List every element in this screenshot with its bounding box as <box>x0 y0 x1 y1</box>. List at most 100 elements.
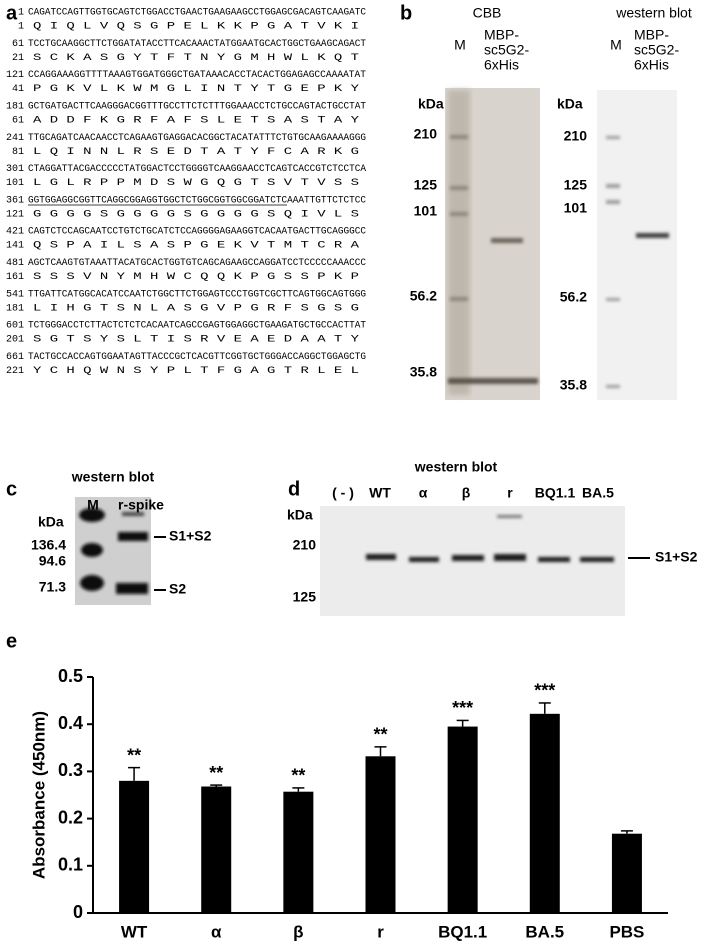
western-gel-d <box>320 506 625 616</box>
x-tick-label: PBS <box>609 922 644 941</box>
nt-sequence: GCTGATGACTTCAAGGGACGGTTTGCCTTCTCTTTGGAAA… <box>28 102 366 113</box>
band-label: S1+S2 <box>655 549 698 565</box>
nt-sequence: TTGCAGATCAACAACCTCAGAAGTGAGGACACGGCTACAT… <box>28 133 366 144</box>
aa-sequence: A D D F K G R F A F S L E T S A S T A Y <box>33 116 359 127</box>
nt-start: 661 <box>6 352 24 363</box>
panel-label: b <box>400 2 412 24</box>
marker-label: 71.3 <box>39 579 66 595</box>
aa-sequence: S G T S Y S L T I S R V E A E D A A T Y <box>33 335 359 346</box>
y-tick-label: 0.4 <box>58 713 83 733</box>
significance: ** <box>291 766 305 786</box>
marker-label: 35.8 <box>410 364 437 380</box>
nt-start: 1 <box>18 8 24 19</box>
marker-label: 94.6 <box>39 553 66 569</box>
significance: ** <box>373 725 387 745</box>
unit-label: kDa <box>287 507 313 523</box>
marker-label: 210 <box>414 126 438 142</box>
lane-label: MBP- <box>634 27 669 43</box>
aa-sequence: L Q I N N L R S E D T A T Y F C A R K G <box>33 147 359 158</box>
lane-label: r-spike <box>118 497 164 513</box>
gel-title: western blot <box>414 459 498 475</box>
marker-label: 125 <box>293 589 317 605</box>
marker-label: 56.2 <box>560 289 587 305</box>
aa-sequence: Y C H Q W N S Y P L T F G A G T R L E L <box>33 366 359 377</box>
western-gel-c <box>75 497 151 605</box>
cbb-gel <box>445 88 540 400</box>
marker-label: 101 <box>414 203 438 219</box>
significance: *** <box>534 681 555 701</box>
y-tick-label: 0 <box>73 902 83 922</box>
panel-label: c <box>6 478 17 500</box>
lane-label: 6xHis <box>484 57 519 73</box>
y-tick-label: 0.1 <box>58 855 83 875</box>
nt-sequence: TCCTGCAAGGCTTCTGGATATACCTTCACAAACTATGGAA… <box>28 39 366 50</box>
nt-start: 181 <box>6 102 24 113</box>
nt-start: 361 <box>6 195 24 206</box>
marker-label: 210 <box>293 537 317 553</box>
marker-label: 210 <box>564 128 588 144</box>
aa-sequence: L I H G T S N L A S G V P G R F S G S G <box>33 303 359 314</box>
lane-label: 6xHis <box>634 57 669 73</box>
lane-label: MBP- <box>484 27 519 43</box>
significance: ** <box>209 763 223 783</box>
marker-label: 35.8 <box>560 377 587 393</box>
gel-title: CBB <box>473 5 502 21</box>
panel-label: e <box>6 630 17 652</box>
x-tick-label: β <box>293 922 303 941</box>
nt-start: 421 <box>6 227 24 238</box>
aa-sequence: L G L R P P M D S W G Q G T S V T V S S <box>33 178 359 189</box>
nt-start: 61 <box>12 39 24 50</box>
x-tick-label: BA.5 <box>525 922 564 941</box>
lane-label: β <box>462 485 471 501</box>
marker-label: 125 <box>414 177 438 193</box>
nt-start: 481 <box>6 258 24 269</box>
aa-start: 221 <box>6 366 24 377</box>
nt-start: 301 <box>6 164 24 175</box>
aa-start: 41 <box>12 84 24 95</box>
unit-label: kDa <box>38 514 64 530</box>
aa-sequence: P G K V L K W M G L I N T Y T G E P K Y <box>33 84 359 95</box>
gel-title: western blot <box>615 5 692 21</box>
marker-label: 56.2 <box>410 288 437 304</box>
x-tick-label: α <box>211 922 222 941</box>
nt-sequence: CAGATCCAGTTGGTGCAGTCTGGACCTGAACTGAAGAAGC… <box>28 8 366 19</box>
x-tick-label: BQ1.1 <box>438 922 487 941</box>
aa-start: 201 <box>6 335 24 346</box>
significance: *** <box>452 698 473 718</box>
panel-label: a <box>6 2 18 24</box>
aa-start: 121 <box>6 209 24 220</box>
western-gel-b <box>597 90 677 400</box>
lane-label: M <box>610 37 622 53</box>
band-label: S2 <box>169 581 186 597</box>
aa-sequence: Q I Q L V Q S G P E L K K P G A T V K I <box>33 22 359 33</box>
aa-start: 141 <box>6 241 24 252</box>
panel-label: d <box>288 478 300 500</box>
lane-label: ( - ) <box>332 485 354 501</box>
nt-sequence: TCTGGGACCTCTTACTCTCTCACAATCAGCCGAGTGGAGG… <box>28 321 366 332</box>
nt-sequence: CTAGGATTACGACCCCCTATGGACTCCTGGGGTCAAGGAA… <box>28 164 366 175</box>
marker-label: 136.4 <box>31 537 66 553</box>
lane-label: r <box>507 485 513 501</box>
bar <box>611 833 642 913</box>
lane-label: α <box>419 485 428 501</box>
bar <box>365 756 396 913</box>
aa-start: 61 <box>12 116 24 127</box>
bar <box>201 786 232 913</box>
nt-sequence: CCAGGAAAGGTTTTAAAGTGGATGGGCTGATAAACACCTA… <box>28 70 366 81</box>
lane-label: sc5G2- <box>484 42 529 58</box>
aa-sequence: Q S P A I L S A S P G E K V T M T C R A <box>33 241 359 252</box>
band-label: S1+S2 <box>169 528 212 544</box>
nt-sequence: GGTGGAGGCGGTTCAGGCGGAGGTGGCTCTGGCGGTGGCG… <box>28 195 366 206</box>
lane-label: BQ1.1 <box>535 485 576 501</box>
nt-start: 121 <box>6 70 24 81</box>
bar <box>283 791 314 913</box>
y-tick-label: 0.5 <box>58 666 83 686</box>
lane-label: M <box>454 37 466 53</box>
nt-sequence: TACTGCCACCAGTGGAATAGTTACCCGCTCACGTTCGGTG… <box>28 352 366 363</box>
nt-sequence: AGCTCAAGTGTAAATTACATGCACTGGTGTCAGCAGAAGC… <box>28 258 366 269</box>
nt-start: 601 <box>6 321 24 332</box>
nt-start: 241 <box>6 133 24 144</box>
gel-title: western blot <box>71 469 155 485</box>
aa-start: 1 <box>18 22 24 33</box>
